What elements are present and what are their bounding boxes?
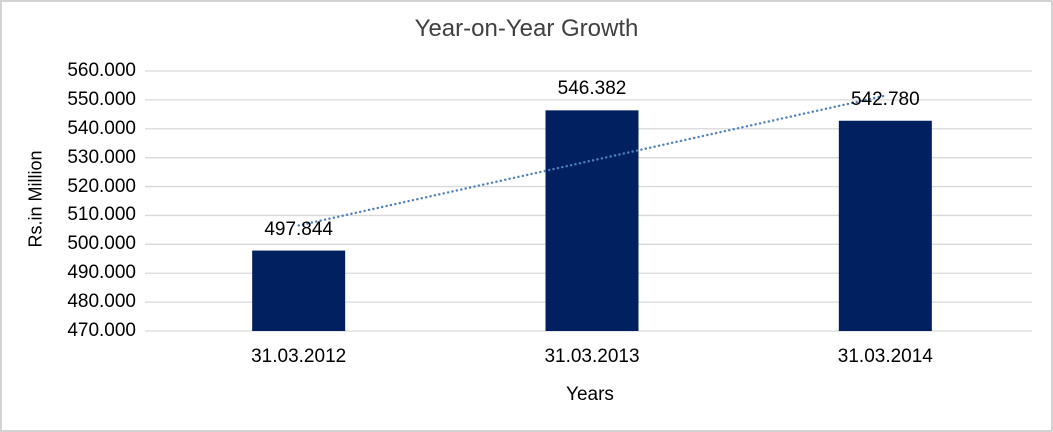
- y-tick-label: 480.000: [67, 291, 136, 313]
- bar-value-label: 542.780: [850, 88, 920, 110]
- bar-value-label: 546.382: [557, 78, 627, 100]
- y-tick-label: 500.000: [67, 233, 136, 255]
- y-tick-label: 470.000: [67, 320, 136, 341]
- chart-title: Year-on-Year Growth: [414, 15, 639, 42]
- y-tick-label: 490.000: [67, 262, 136, 284]
- y-tick-label: 560.000: [67, 60, 136, 81]
- x-tick-label: 31.03.2014: [837, 346, 933, 367]
- y-tick-label: 530.000: [67, 146, 136, 168]
- bar: [252, 250, 346, 331]
- x-tick-label: 31.03.2013: [544, 346, 640, 367]
- y-tick-label: 540.000: [67, 117, 136, 139]
- y-tick-label: 510.000: [67, 204, 136, 226]
- bar: [838, 120, 932, 331]
- bar: [545, 110, 639, 332]
- y-tick-label: 550.000: [67, 88, 136, 110]
- trendline: [297, 94, 887, 227]
- x-axis-title: Years: [566, 384, 614, 405]
- y-tick-label: 520.000: [67, 175, 136, 197]
- x-tick-label: 31.03.2012: [251, 346, 347, 367]
- bar-value-label: 497.844: [264, 218, 333, 240]
